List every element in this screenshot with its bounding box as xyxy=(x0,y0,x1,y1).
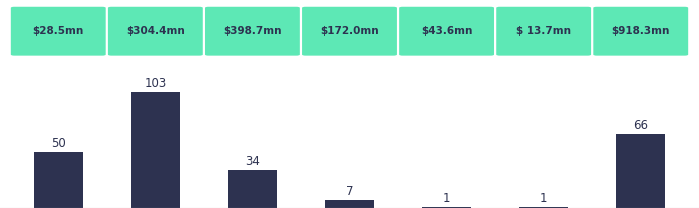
Bar xyxy=(422,207,471,208)
Text: $28.5mn: $28.5mn xyxy=(33,26,84,36)
Text: 1: 1 xyxy=(443,192,450,205)
Text: 1: 1 xyxy=(540,192,547,205)
Text: 103: 103 xyxy=(144,77,166,90)
Text: $398.7mn: $398.7mn xyxy=(223,26,282,36)
Bar xyxy=(228,170,277,208)
Text: $43.6mn: $43.6mn xyxy=(421,26,473,36)
Bar xyxy=(519,207,568,208)
Text: 50: 50 xyxy=(51,137,66,150)
Bar xyxy=(325,200,374,208)
Bar xyxy=(617,134,665,208)
Text: $172.0mn: $172.0mn xyxy=(320,26,379,36)
Text: 7: 7 xyxy=(346,185,353,198)
Text: 34: 34 xyxy=(245,155,260,168)
Text: $ 13.7mn: $ 13.7mn xyxy=(516,26,571,36)
Text: $918.3mn: $918.3mn xyxy=(612,26,670,36)
Text: 66: 66 xyxy=(633,119,648,132)
Bar xyxy=(34,152,82,208)
Text: $304.4mn: $304.4mn xyxy=(126,26,185,36)
Bar xyxy=(131,92,180,208)
